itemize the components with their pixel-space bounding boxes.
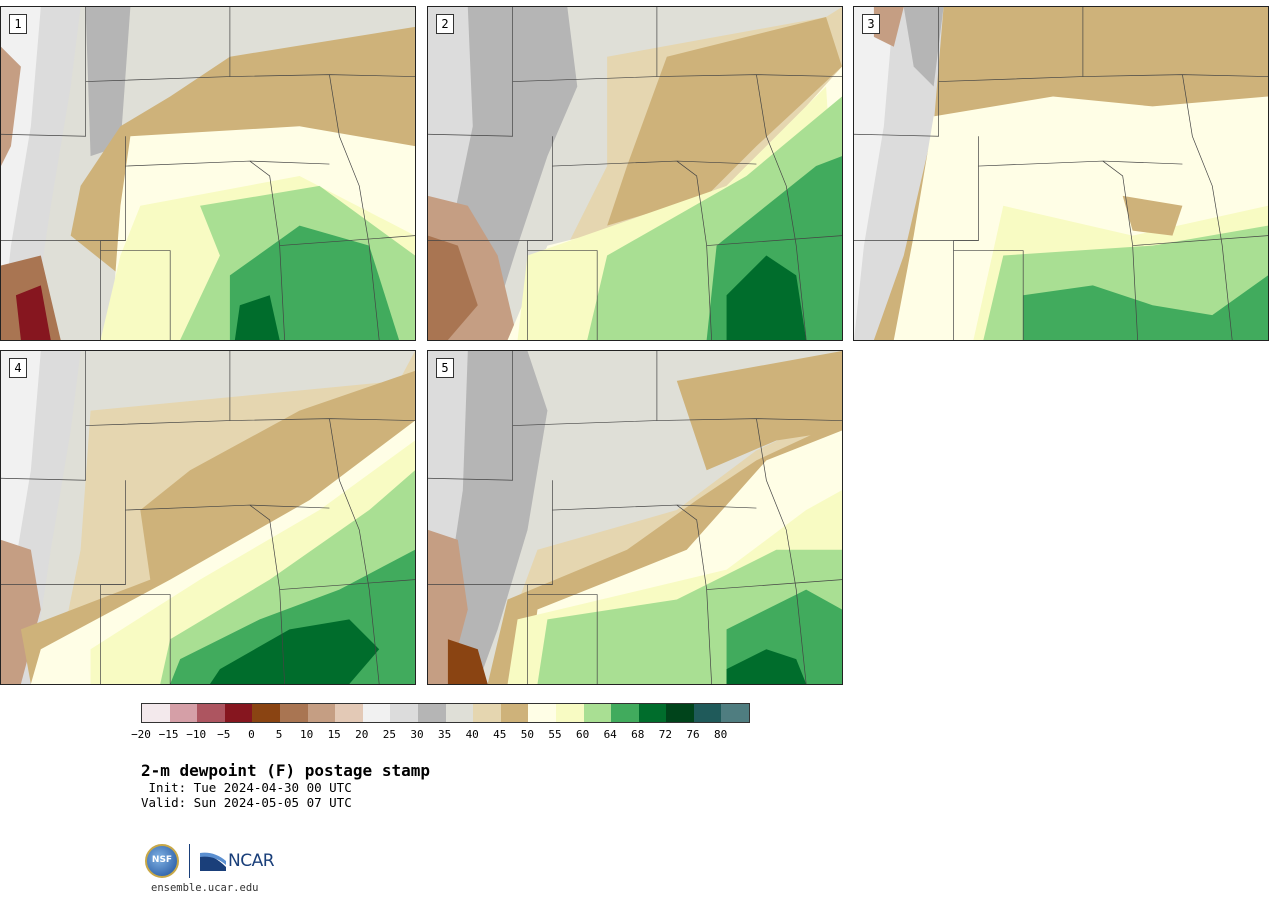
dewpoint-map-5 — [428, 351, 842, 684]
forecast-panel-2: 2 — [427, 6, 843, 341]
colorbar-tick-label: 30 — [410, 728, 424, 741]
colorbar-swatch — [500, 704, 529, 722]
colorbar-tick-label: −15 — [158, 728, 179, 741]
ncar-logo: NCAR — [200, 851, 275, 871]
nsf-logo: NSF — [145, 844, 179, 878]
panel-number: 4 — [9, 358, 27, 378]
colorbar-swatch — [666, 704, 694, 722]
site-url: ensemble.ucar.edu — [151, 882, 259, 894]
forecast-panel-5: 5 — [427, 350, 843, 685]
dewpoint-map-1 — [1, 7, 415, 340]
ncar-logo-text: NCAR — [228, 851, 275, 871]
panel-number: 1 — [9, 14, 27, 34]
nsf-logo-text: NSF — [151, 855, 173, 865]
init-time: Init: Tue 2024-04-30 00 UTC — [141, 780, 352, 795]
colorbar-tick-label: 72 — [658, 728, 673, 741]
panel-number: 3 — [862, 14, 880, 34]
dewpoint-map-3 — [854, 7, 1268, 340]
ncar-mark-icon — [200, 852, 226, 871]
colorbar-tick-label: 5 — [275, 728, 283, 741]
colorbar-tick-label: 80 — [713, 728, 728, 741]
colorbar-swatch — [279, 704, 308, 722]
colorbar-swatch — [583, 704, 612, 722]
colorbar-swatch — [307, 704, 336, 722]
chart-title: 2-m dewpoint (F) postage stamp — [141, 761, 430, 780]
colorbar-tick-label: 55 — [548, 728, 562, 741]
colorbar-swatch — [252, 704, 280, 722]
logo-divider — [189, 844, 190, 878]
colorbar-ticks: −20 −15 −10 −5 0 5 10 15 20 25 30 35 40 45 50 55 60 64 68 7… — [131, 728, 761, 742]
colorbar-tick-label: 50 — [520, 728, 535, 741]
logos: NSF NCAR — [145, 843, 275, 879]
colorbar-tick-label: 25 — [382, 728, 397, 741]
colorbar-swatch — [390, 704, 418, 722]
colorbar-tick-label: 10 — [299, 728, 314, 741]
colorbar-swatch — [611, 704, 639, 722]
panel-number: 2 — [436, 14, 454, 34]
valid-time: Valid: Sun 2024-05-05 07 UTC — [141, 795, 352, 810]
colorbar-tick-label: 76 — [686, 728, 700, 741]
colorbar-swatch — [169, 704, 198, 722]
colorbar-tick-label: 68 — [631, 728, 645, 741]
dewpoint-map-2 — [428, 7, 842, 340]
colorbar-tick-label: 35 — [437, 728, 452, 741]
colorbar-swatch — [638, 704, 667, 722]
colorbar-tick-label: −5 — [217, 728, 231, 741]
colorbar-swatch — [142, 704, 170, 722]
colorbar-swatch — [473, 704, 501, 722]
colorbar-swatch — [197, 704, 225, 722]
colorbar-swatch — [224, 704, 253, 722]
colorbar-swatch — [528, 704, 556, 722]
colorbar-swatch — [417, 704, 446, 722]
forecast-panel-4: 4 — [0, 350, 416, 685]
colorbar-tick-label: −20 — [131, 728, 151, 741]
colorbar-swatch — [555, 704, 584, 722]
colorbar-tick-label: −10 — [186, 728, 207, 741]
colorbar-tick-label: 40 — [465, 728, 479, 741]
forecast-panel-1: 1 — [0, 6, 416, 341]
colorbar-swatch — [721, 704, 750, 722]
colorbar-tick-label: 60 — [575, 728, 590, 741]
colorbar-tick-label: 64 — [603, 728, 617, 741]
colorbar-tick-label: 15 — [327, 728, 341, 741]
colorbar-tick-label: 45 — [493, 728, 507, 741]
colorbar — [141, 703, 751, 723]
colorbar-tick-label: 20 — [355, 728, 369, 741]
colorbar-swatch — [445, 704, 474, 722]
panel-number: 5 — [436, 358, 454, 378]
colorbar-tick-label: 0 — [248, 728, 255, 741]
colorbar-swatch — [362, 704, 391, 722]
dewpoint-map-4 — [1, 351, 415, 684]
colorbar-swatch — [693, 704, 722, 722]
forecast-panel-3: 3 — [853, 6, 1269, 341]
colorbar-swatch — [335, 704, 363, 722]
